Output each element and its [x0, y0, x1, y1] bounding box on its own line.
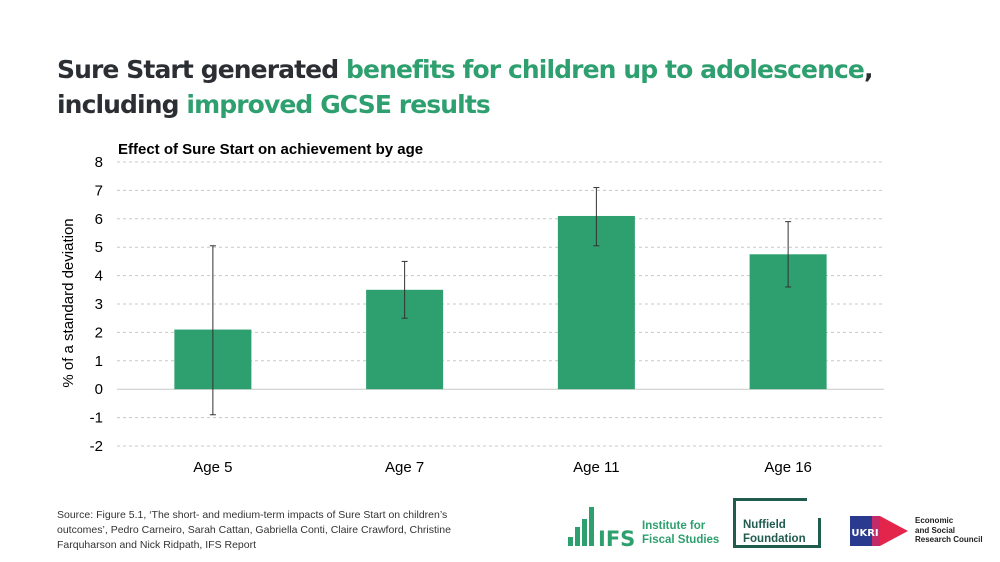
y-tick-label: 8: [95, 154, 103, 171]
error-bars: [209, 187, 792, 416]
y-tick-label: 4: [95, 268, 103, 285]
esrc-line-2: and Social: [915, 525, 956, 535]
x-tick-labels: Age 5 Age 7 Age 11 Age 16: [193, 459, 812, 476]
ukri-logo: UKRI: [850, 516, 908, 546]
nuffield-logo: Nuffield Foundation: [733, 498, 821, 548]
y-tick-label: 1: [95, 353, 103, 370]
ukri-mark: UKRI: [851, 528, 878, 539]
ifs-logo: IFS Institute for Fiscal Studies: [566, 505, 719, 549]
nuffield-line-2: Foundation: [743, 533, 806, 545]
chart-title: Effect of Sure Start on achievement by a…: [118, 141, 423, 158]
ifs-mark: IFS: [598, 527, 635, 549]
nuffield-name: Nuffield Foundation: [743, 518, 806, 546]
title-part-2: benefits for children up to adolescence: [346, 55, 865, 84]
bars: [174, 215, 827, 390]
y-tick-label: 3: [95, 296, 103, 313]
y-tick-label: 6: [95, 211, 103, 228]
ifs-name-line-2: Fiscal Studies: [642, 534, 720, 546]
nuffield-line-1: Nuffield: [743, 519, 786, 531]
ifs-name: Institute for Fiscal Studies: [642, 519, 722, 547]
esrc-line-1: Economic: [915, 516, 954, 525]
nuffield-corner-cutout: [807, 498, 821, 518]
x-tick-label: Age 16: [764, 459, 812, 476]
x-tick-label: Age 7: [385, 459, 424, 476]
y-tick-label: -1: [90, 410, 103, 427]
x-tick-label: Age 11: [573, 459, 619, 476]
y-tick-label: -2: [90, 438, 103, 455]
y-tick-label: 7: [95, 182, 103, 199]
title-part-3: , including: [57, 55, 873, 119]
bar-chart: Effect of Sure Start on achievement by a…: [60, 141, 884, 476]
title-part-1: Sure Start generated: [57, 55, 347, 84]
source-note: Source: Figure 5.1, ‘The short- and medi…: [57, 509, 451, 551]
y-axis-label: % of a standard deviation: [60, 218, 77, 387]
y-tick-label: 0: [95, 381, 103, 398]
y-tick-label: 5: [95, 239, 103, 256]
y-tick-labels: -2 -1 0 1 2 3 4 5 6 7 8: [90, 154, 103, 455]
page-title: Sure Start generated benefits for childr…: [57, 52, 957, 122]
x-tick-label: Age 5: [193, 459, 232, 476]
ifs-name-line-1: Institute for: [642, 520, 706, 532]
y-tick-label: 2: [95, 324, 103, 341]
esrc-line-3: Research Council: [915, 535, 983, 544]
ifs-bars-icon: IFS: [568, 507, 635, 549]
esrc-name: Economic and Social Research Council: [915, 516, 995, 545]
title-part-4: improved GCSE results: [186, 90, 490, 119]
